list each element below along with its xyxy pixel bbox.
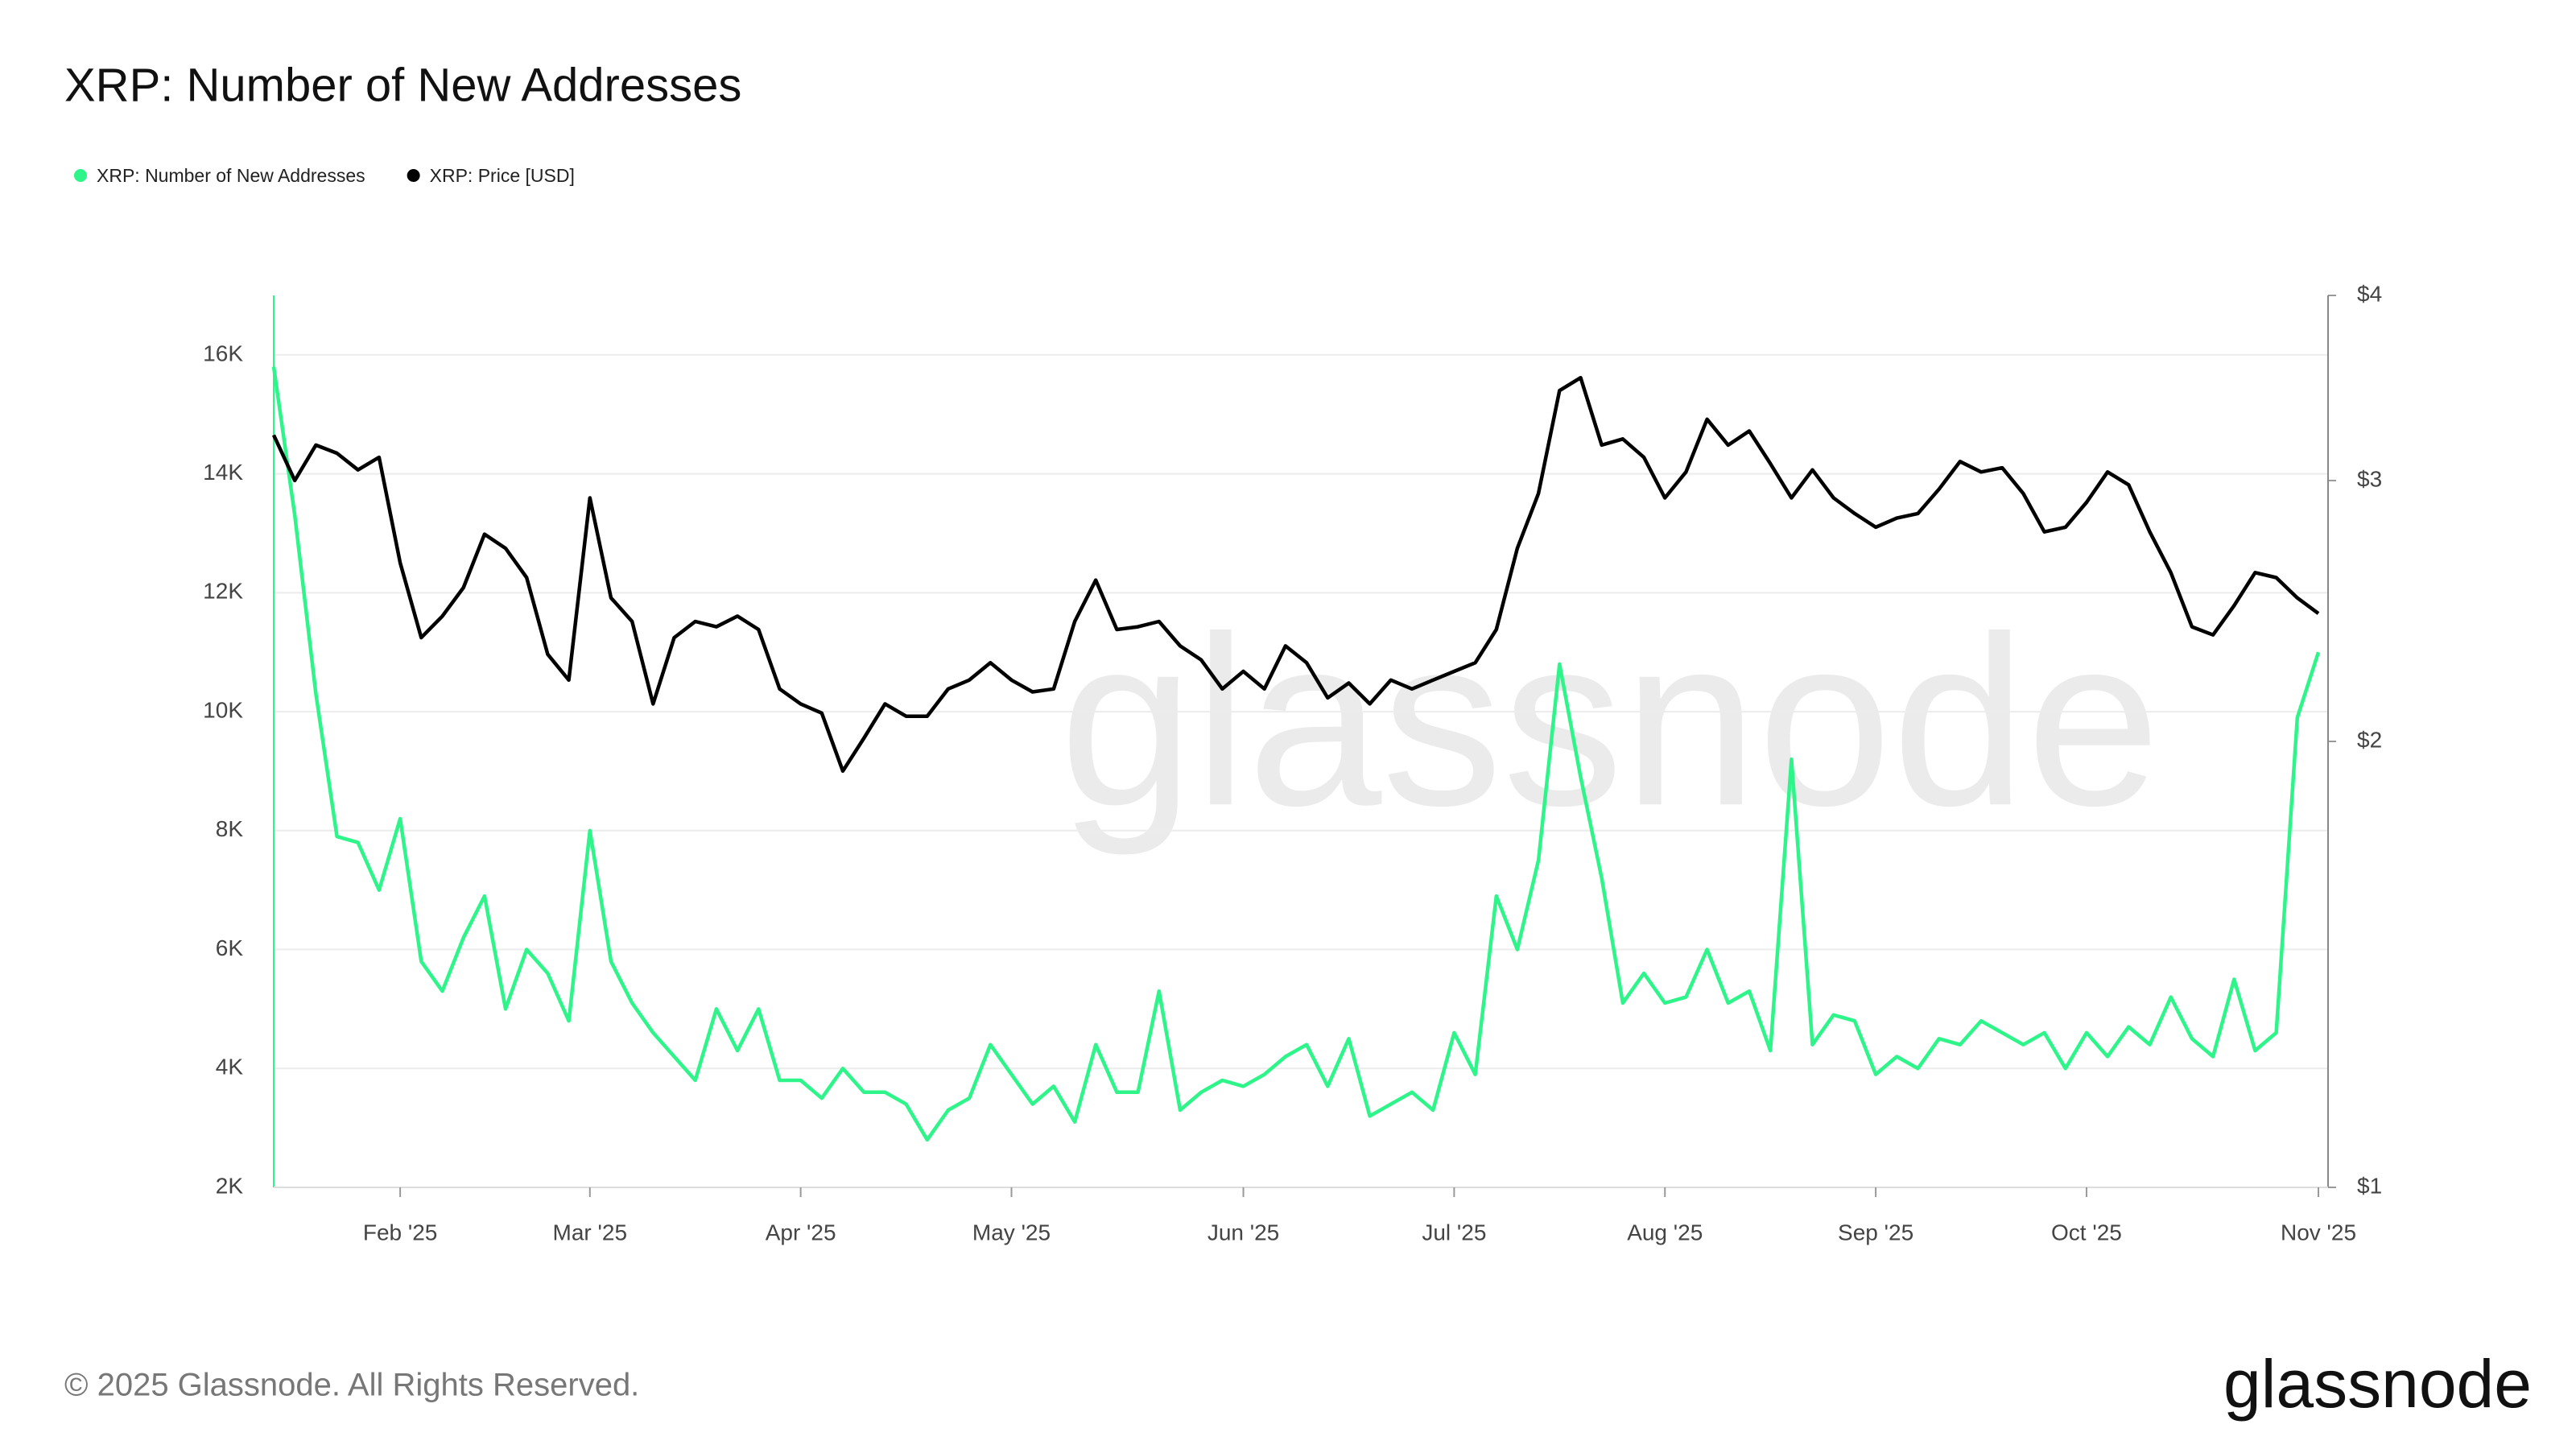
watermark: glassnode: [1059, 585, 2161, 857]
y-tick-label: 12K: [203, 579, 243, 604]
y2-tick-label: $1: [2357, 1173, 2382, 1198]
logo: glassnode: [2223, 1346, 2532, 1422]
x-tick-label: Apr '25: [766, 1220, 836, 1245]
y-tick-label: 16K: [203, 341, 243, 365]
x-tick-label: Aug '25: [1627, 1220, 1703, 1245]
y-tick-label: 8K: [216, 816, 244, 841]
legend-label: XRP: Price [USD]: [430, 165, 575, 186]
legend-marker: [407, 169, 420, 182]
x-tick-label: Jun '25: [1208, 1220, 1279, 1245]
series-line: [271, 375, 2320, 774]
y2-tick-label: $2: [2357, 727, 2382, 752]
y-tick-label: 14K: [203, 460, 243, 485]
y-tick-label: 2K: [216, 1173, 244, 1198]
y2-tick-label: $3: [2357, 466, 2382, 491]
legend-marker: [74, 169, 87, 182]
legend-label: XRP: Number of New Addresses: [97, 165, 365, 186]
chart-title: XRP: Number of New Addresses: [64, 59, 741, 111]
x-tick-label: Mar '25: [553, 1220, 628, 1245]
x-tick-label: Jul '25: [1422, 1220, 1486, 1245]
x-tick-label: Oct '25: [2051, 1220, 2122, 1245]
y-tick-label: 4K: [216, 1055, 244, 1080]
x-tick-label: Sep '25: [1838, 1220, 1913, 1245]
y2-tick-label: $4: [2357, 281, 2382, 306]
series-line: [271, 366, 2321, 1142]
x-tick-label: May '25: [972, 1220, 1051, 1245]
x-tick-label: Nov '25: [2281, 1220, 2356, 1245]
x-tick-label: Feb '25: [363, 1220, 438, 1245]
y-tick-label: 10K: [203, 697, 243, 722]
footer: © 2025 Glassnode. All Rights Reserved.: [64, 1368, 639, 1403]
y-tick-label: 6K: [216, 935, 244, 960]
